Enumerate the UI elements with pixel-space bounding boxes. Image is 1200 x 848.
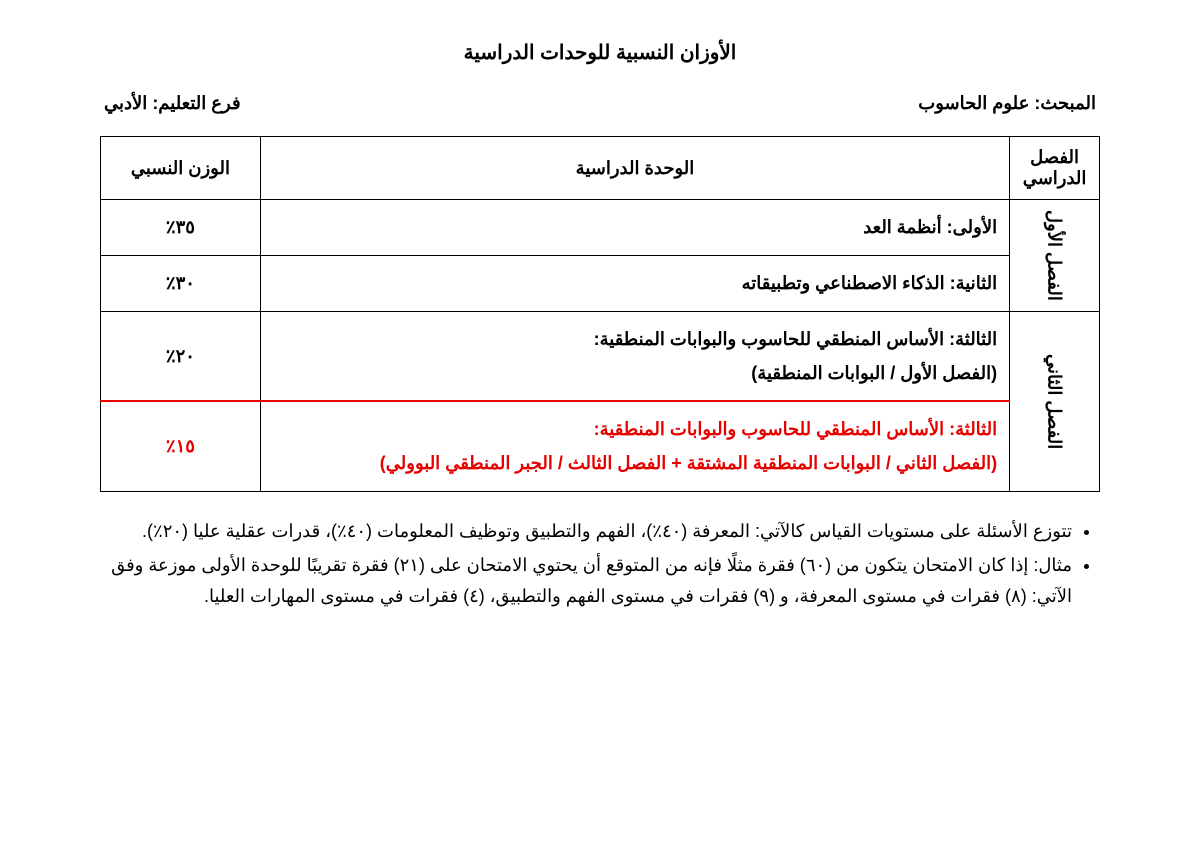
unit-cell: الثالثة: الأساس المنطقي للحاسوب والبوابا… [260,401,1009,491]
table-row: الفصل الثاني الثالثة: الأساس المنطقي للح… [101,311,1100,401]
note-item: تتوزع الأسئلة على مستويات القياس كالآتي:… [100,516,1072,547]
semester-first: الفصل الأول [1010,200,1100,312]
weight-cell: ٣٠٪ [101,255,261,311]
weight-cell: ٢٠٪ [101,311,261,401]
table-row: الفصل الأول الأولى: أنظمة العد ٣٥٪ [101,200,1100,256]
unit-cell: الثانية: الذكاء الاصطناعي وتطبيقاته [260,255,1009,311]
col-weight: الوزن النسبي [101,137,261,200]
col-semester: الفصل الدراسي [1010,137,1100,200]
weight-cell: ١٥٪ [101,401,261,491]
subject: المبحث: علوم الحاسوب [918,93,1096,114]
col-unit: الوحدة الدراسية [260,137,1009,200]
weight-cell: ٣٥٪ [101,200,261,256]
weights-table: الفصل الدراسي الوحدة الدراسية الوزن النس… [100,136,1100,492]
unit-line2: (الفصل الأول / البوابات المنطقية) [751,363,997,383]
page-title: الأوزان النسبية للوحدات الدراسية [100,40,1100,65]
unit-line1: الثالثة: الأساس المنطقي للحاسوب والبوابا… [594,419,997,439]
branch: فرع التعليم: الأدبي [104,93,241,114]
unit-line1: الثانية: الذكاء الاصطناعي وتطبيقاته [742,273,998,293]
unit-line2: (الفصل الثاني / البوابات المنطقية المشتق… [380,453,997,473]
subject-value: علوم الحاسوب [918,93,1029,113]
branch-label: فرع التعليم: [152,93,240,113]
subject-label: المبحث: [1034,93,1096,113]
unit-cell: الأولى: أنظمة العد [260,200,1009,256]
branch-value: الأدبي [104,93,147,113]
table-row: الثانية: الذكاء الاصطناعي وتطبيقاته ٣٠٪ [101,255,1100,311]
meta-row: المبحث: علوم الحاسوب فرع التعليم: الأدبي [100,93,1100,114]
unit-line1: الثالثة: الأساس المنطقي للحاسوب والبوابا… [594,329,997,349]
table-row: الثالثة: الأساس المنطقي للحاسوب والبوابا… [101,401,1100,491]
table-header-row: الفصل الدراسي الوحدة الدراسية الوزن النس… [101,137,1100,200]
unit-cell: الثالثة: الأساس المنطقي للحاسوب والبوابا… [260,311,1009,401]
semester-second: الفصل الثاني [1010,311,1100,491]
note-item: مثال: إذا كان الامتحان يتكون من (٦٠) فقر… [100,550,1072,611]
notes-list: تتوزع الأسئلة على مستويات القياس كالآتي:… [100,516,1100,612]
unit-line1: الأولى: أنظمة العد [863,217,997,237]
